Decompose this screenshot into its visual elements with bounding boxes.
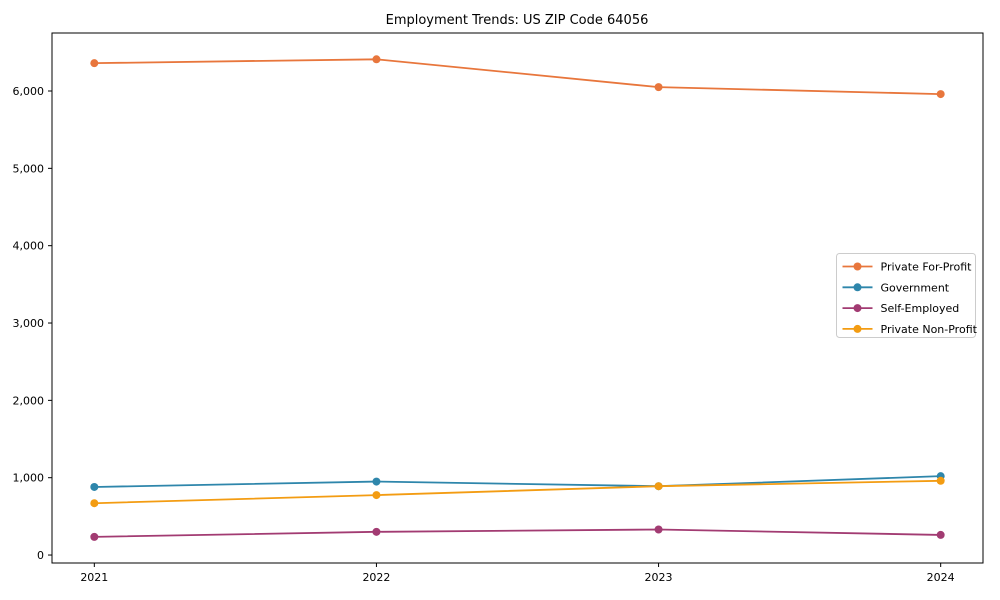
- plot-area: 0 1,000 2,000 3,000 4,000 5,000 6,000 2021 2022 2…: [13, 32, 984, 584]
- chart-title: Employment Trends: US ZIP Code 64056: [386, 13, 649, 28]
- data-point-self-employed: [654, 525, 663, 534]
- data-point-private-non-profit: [90, 499, 99, 508]
- data-point-government: [90, 482, 99, 491]
- data-point-self-employed: [372, 527, 381, 536]
- data-point-private-non-profit: [654, 482, 663, 491]
- y-axis-tick-label: 3,000: [13, 317, 45, 330]
- legend-item-label: Government: [881, 281, 950, 294]
- data-point-private-for-profit: [654, 83, 663, 92]
- legend-marker-icon: [853, 283, 862, 292]
- legend: Private For-Profit Government Self-Employe…: [836, 253, 978, 338]
- legend-item-self-employed: Self-Employed: [842, 302, 960, 315]
- legend-marker-icon: [853, 324, 862, 333]
- data-point-private-for-profit: [372, 55, 381, 64]
- y-axis-tick-label: 5,000: [13, 162, 45, 175]
- y-axis-tick-label: 6,000: [13, 85, 45, 98]
- data-point-self-employed: [936, 530, 945, 539]
- legend-box: [836, 253, 976, 338]
- y-axis-tick-label: 0: [37, 549, 44, 562]
- data-point-self-employed: [90, 532, 99, 541]
- data-point-private-non-profit: [372, 491, 381, 500]
- legend-marker-icon: [853, 262, 862, 271]
- legend-item-label: Private Non-Profit: [881, 323, 978, 336]
- x-axis-tick-label: 2023: [645, 571, 673, 584]
- data-point-private-for-profit: [936, 90, 945, 99]
- x-axis-tick-label: 2021: [80, 571, 108, 584]
- x-axis-tick-label: 2022: [362, 571, 390, 584]
- x-axis-tick-label: 2024: [927, 571, 955, 584]
- plot-frame: [51, 32, 984, 564]
- series-line-self-employed: [94, 528, 941, 538]
- data-point-private-for-profit: [90, 59, 99, 68]
- legend-marker-icon: [853, 304, 862, 313]
- data-point-private-non-profit: [936, 476, 945, 485]
- legend-item-private-for-profit: Private For-Profit: [842, 261, 973, 274]
- series-line-government: [94, 475, 941, 488]
- legend-item-private-non-profit: Private Non-Profit: [842, 323, 978, 336]
- legend-item-label: Private For-Profit: [881, 261, 973, 274]
- series-line-private-non-profit: [94, 479, 941, 505]
- y-axis-tick-label: 2,000: [13, 394, 45, 407]
- y-axis-tick-label: 4,000: [13, 240, 45, 253]
- y-axis-tick-label: 1,000: [13, 472, 45, 485]
- data-point-government: [372, 477, 381, 486]
- legend-item-label: Self-Employed: [881, 302, 960, 315]
- series-line-private-for-profit: [94, 58, 941, 95]
- legend-item-government: Government: [842, 281, 950, 294]
